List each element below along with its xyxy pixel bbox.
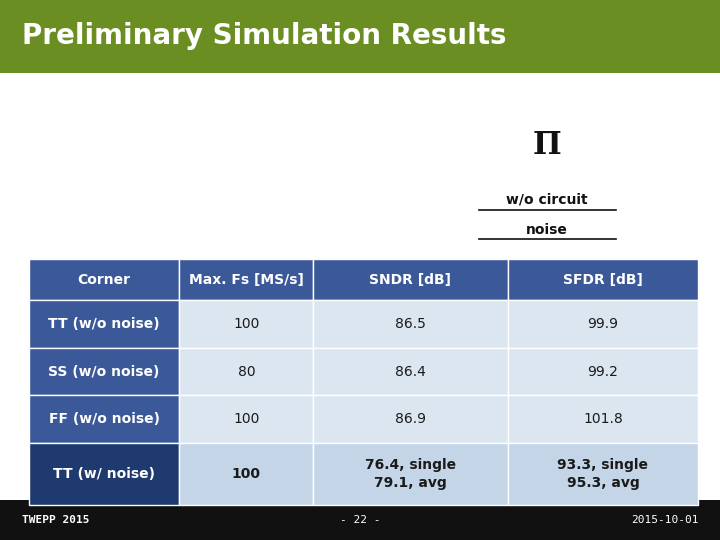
Text: Π: Π (533, 130, 562, 161)
FancyBboxPatch shape (179, 443, 313, 505)
FancyBboxPatch shape (29, 300, 179, 348)
Text: 86.4: 86.4 (395, 364, 426, 379)
FancyBboxPatch shape (508, 259, 698, 300)
Text: noise: noise (526, 222, 568, 237)
Text: 86.5: 86.5 (395, 317, 426, 331)
FancyBboxPatch shape (508, 300, 698, 348)
FancyBboxPatch shape (508, 348, 698, 395)
FancyBboxPatch shape (179, 348, 313, 395)
Text: SFDR [dB]: SFDR [dB] (563, 273, 643, 287)
FancyBboxPatch shape (508, 395, 698, 443)
FancyBboxPatch shape (29, 259, 179, 300)
FancyBboxPatch shape (0, 0, 720, 73)
FancyBboxPatch shape (29, 443, 179, 505)
Text: SNDR [dB]: SNDR [dB] (369, 273, 451, 287)
FancyBboxPatch shape (313, 443, 508, 505)
Text: Corner: Corner (78, 273, 130, 287)
Text: Preliminary Simulation Results: Preliminary Simulation Results (22, 23, 506, 50)
Text: 100: 100 (233, 317, 260, 331)
FancyBboxPatch shape (179, 259, 313, 300)
Text: 99.2: 99.2 (588, 364, 618, 379)
FancyBboxPatch shape (508, 443, 698, 505)
Text: 2015-10-01: 2015-10-01 (631, 515, 698, 525)
FancyBboxPatch shape (179, 300, 313, 348)
Text: 86.9: 86.9 (395, 412, 426, 426)
FancyBboxPatch shape (313, 259, 508, 300)
Text: w/o circuit: w/o circuit (506, 193, 588, 207)
Text: 93.3, single
95.3, avg: 93.3, single 95.3, avg (557, 458, 649, 490)
Text: 100: 100 (233, 412, 260, 426)
Text: FF (w/o noise): FF (w/o noise) (49, 412, 160, 426)
FancyBboxPatch shape (313, 300, 508, 348)
Text: 99.9: 99.9 (588, 317, 618, 331)
FancyBboxPatch shape (313, 348, 508, 395)
Text: 76.4, single
79.1, avg: 76.4, single 79.1, avg (365, 458, 456, 490)
Text: TT (w/o noise): TT (w/o noise) (48, 317, 160, 331)
Text: 101.8: 101.8 (583, 412, 623, 426)
Text: - 22 -: - 22 - (340, 515, 380, 525)
Text: TT (w/ noise): TT (w/ noise) (53, 467, 155, 481)
FancyBboxPatch shape (179, 395, 313, 443)
Text: Max. Fs [MS/s]: Max. Fs [MS/s] (189, 273, 304, 287)
FancyBboxPatch shape (29, 395, 179, 443)
Text: 80: 80 (238, 364, 255, 379)
Text: SS (w/o noise): SS (w/o noise) (48, 364, 160, 379)
Text: 100: 100 (232, 467, 261, 481)
Text: TWEPP 2015: TWEPP 2015 (22, 515, 89, 525)
FancyBboxPatch shape (313, 395, 508, 443)
FancyBboxPatch shape (0, 500, 720, 540)
FancyBboxPatch shape (29, 348, 179, 395)
